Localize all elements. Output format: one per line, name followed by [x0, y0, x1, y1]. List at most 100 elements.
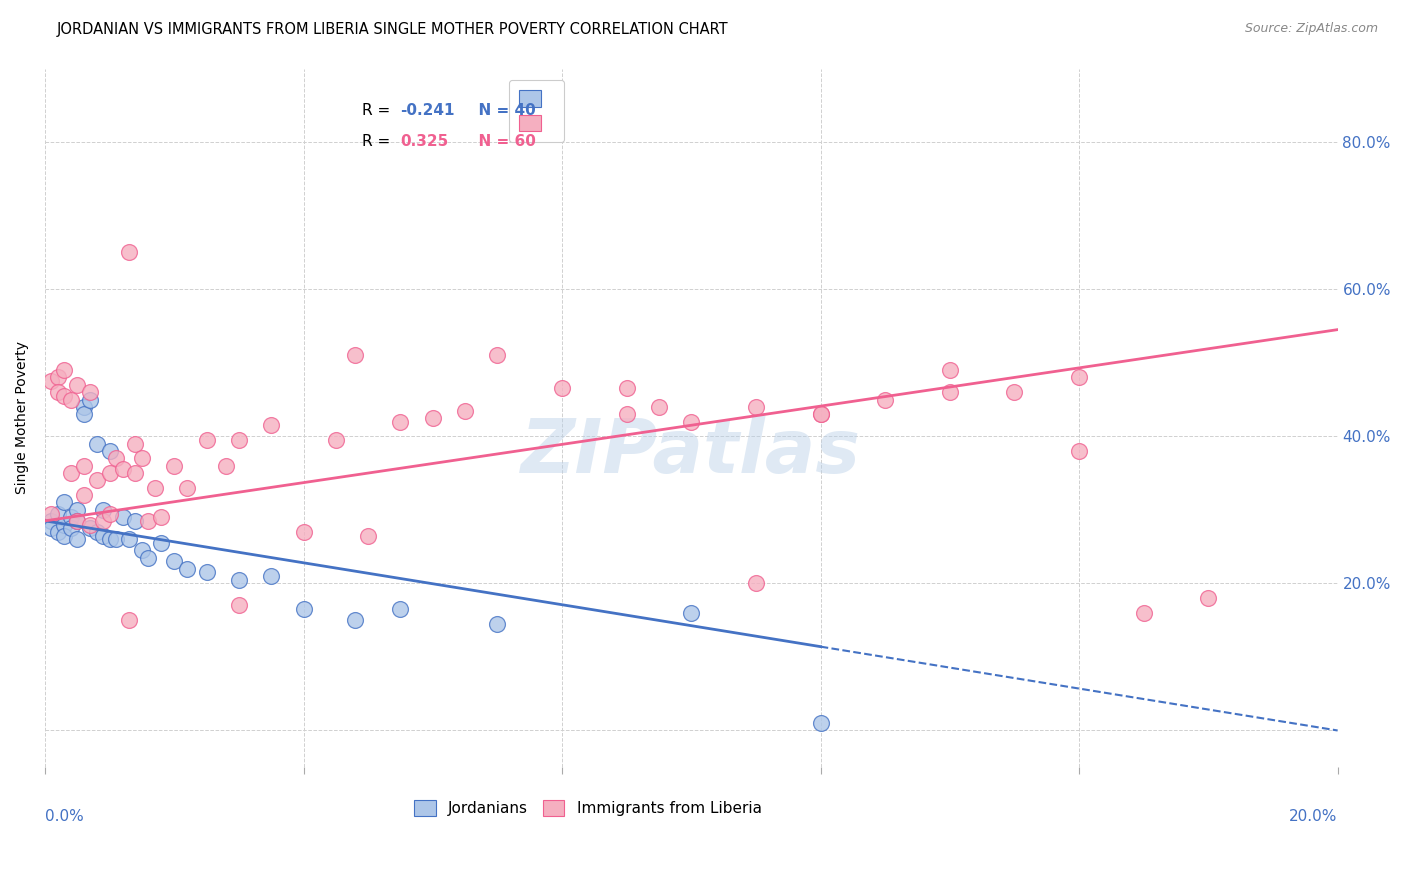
Point [616, 407, 638, 421]
Text: 0.0%: 0.0% [45, 809, 84, 824]
Point [53, 517, 76, 532]
Point [41, 521, 63, 535]
Text: N = 40: N = 40 [468, 103, 536, 118]
Point [810, 407, 832, 421]
Point [118, 533, 141, 547]
Point [292, 602, 315, 616]
Point [344, 613, 367, 627]
Point [41, 507, 63, 521]
Point [131, 543, 153, 558]
Point [66, 503, 89, 517]
Point [124, 514, 146, 528]
Point [59, 466, 82, 480]
Point [344, 348, 367, 362]
Point [111, 510, 134, 524]
Point [46, 524, 69, 539]
Point [53, 495, 76, 509]
Point [163, 554, 186, 568]
Point [389, 602, 412, 616]
Point [79, 392, 101, 407]
Point [73, 458, 96, 473]
Point [73, 407, 96, 421]
Point [939, 363, 962, 377]
Point [105, 451, 128, 466]
Point [98, 466, 121, 480]
Point [138, 514, 160, 528]
Point [41, 374, 63, 388]
Point [53, 528, 76, 542]
Point [41, 514, 63, 528]
Point [105, 533, 128, 547]
Point [745, 576, 768, 591]
Point [260, 569, 283, 583]
Point [124, 436, 146, 450]
Point [91, 514, 114, 528]
Point [131, 451, 153, 466]
Point [454, 403, 477, 417]
Point [66, 533, 89, 547]
Point [228, 573, 250, 587]
Point [86, 524, 108, 539]
Point [176, 562, 198, 576]
Point [73, 400, 96, 414]
Point [486, 616, 509, 631]
Point [195, 433, 218, 447]
Point [681, 415, 703, 429]
Point [1132, 606, 1154, 620]
Point [59, 392, 82, 407]
Point [1069, 370, 1091, 384]
Point [875, 392, 897, 407]
Point [46, 385, 69, 400]
Point [79, 521, 101, 535]
Point [228, 599, 250, 613]
Point [215, 458, 238, 473]
Point [91, 528, 114, 542]
Point [53, 389, 76, 403]
Point [648, 400, 671, 414]
Text: Source: ZipAtlas.com: Source: ZipAtlas.com [1244, 22, 1378, 36]
Text: N = 60: N = 60 [468, 135, 536, 149]
Point [59, 510, 82, 524]
Point [86, 474, 108, 488]
Point [681, 606, 703, 620]
Point [292, 524, 315, 539]
Point [98, 533, 121, 547]
Point [46, 370, 69, 384]
Point [79, 385, 101, 400]
Text: R =: R = [361, 135, 399, 149]
Point [79, 517, 101, 532]
Point [422, 410, 444, 425]
Point [111, 462, 134, 476]
Point [66, 514, 89, 528]
Point [228, 433, 250, 447]
Point [260, 418, 283, 433]
Point [118, 245, 141, 260]
Point [138, 550, 160, 565]
Point [810, 716, 832, 731]
Point [98, 444, 121, 458]
Text: JORDANIAN VS IMMIGRANTS FROM LIBERIA SINGLE MOTHER POVERTY CORRELATION CHART: JORDANIAN VS IMMIGRANTS FROM LIBERIA SIN… [56, 22, 728, 37]
Point [66, 377, 89, 392]
Point [486, 348, 509, 362]
Point [124, 466, 146, 480]
Point [325, 433, 347, 447]
Point [195, 566, 218, 580]
Text: -0.241: -0.241 [401, 103, 456, 118]
Point [98, 507, 121, 521]
Point [150, 510, 173, 524]
Text: 20.0%: 20.0% [1289, 809, 1337, 824]
Point [73, 488, 96, 502]
Text: R =: R = [361, 103, 395, 118]
Point [176, 481, 198, 495]
Point [551, 382, 574, 396]
Legend: Jordanians, Immigrants from Liberia: Jordanians, Immigrants from Liberia [408, 794, 768, 822]
Point [46, 507, 69, 521]
Point [939, 385, 962, 400]
Point [389, 415, 412, 429]
Point [91, 503, 114, 517]
Y-axis label: Single Mother Poverty: Single Mother Poverty [15, 342, 30, 494]
Point [150, 536, 173, 550]
Point [1197, 591, 1219, 606]
Point [616, 382, 638, 396]
Point [118, 613, 141, 627]
